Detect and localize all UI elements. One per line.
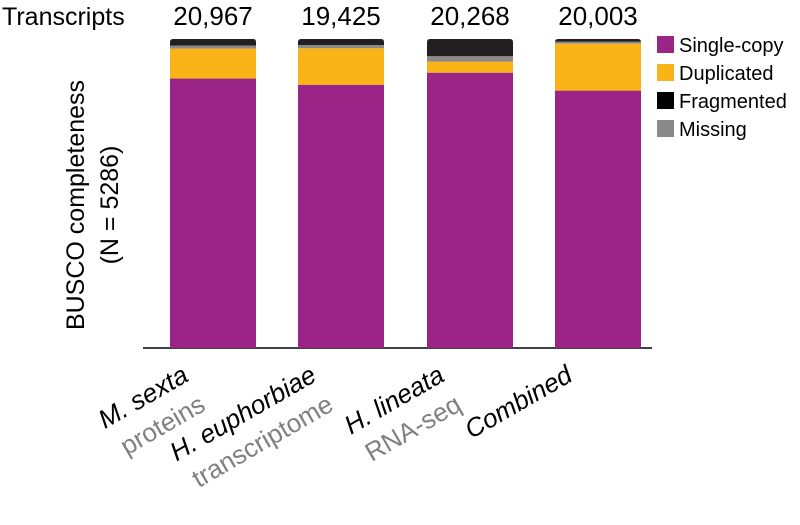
transcript-count-h-lineata: 20,268 [430, 1, 510, 31]
legend-swatch-duplicated [657, 64, 674, 81]
bar-fragmented-h-euphorbiae [298, 39, 384, 46]
legend-label-duplicated: Duplicated [679, 63, 774, 85]
bar-single-copy-h-euphorbiae [298, 84, 384, 349]
bar-duplicated-h-euphorbiae [298, 48, 384, 85]
bar-fragmented-combined [555, 39, 641, 42]
y-axis-label: BUSCO completeness (N = 5286) [62, 80, 124, 330]
legend-label-missing: Missing [679, 119, 747, 141]
bar-missing-m-sexta [170, 45, 256, 49]
legend-swatch-missing [657, 120, 674, 137]
bar-duplicated-m-sexta [170, 48, 256, 79]
bar-duplicated-h-lineata [427, 61, 513, 73]
x-tick-name: Combined [459, 358, 578, 444]
bar-duplicated-combined [555, 43, 641, 91]
legend-label-single-copy: Single-copy [679, 35, 784, 57]
legend-label-fragmented: Fragmented [679, 91, 787, 113]
transcripts-header: Transcripts [2, 3, 125, 31]
bar-missing-combined [555, 41, 641, 44]
bar-fragmented-m-sexta [170, 39, 256, 46]
bar-single-copy-combined [555, 90, 641, 348]
bar-missing-h-euphorbiae [298, 45, 384, 49]
transcript-count-h-euphorbiae: 19,425 [301, 1, 381, 31]
bar-single-copy-h-lineata [427, 72, 513, 348]
legend-swatch-fragmented [657, 92, 674, 109]
legend-swatch-single-copy [657, 36, 674, 53]
y-axis-label-line2: (N = 5286) [96, 146, 124, 265]
bar-missing-h-lineata [427, 56, 513, 62]
y-axis-label-line1: BUSCO completeness [62, 80, 90, 330]
transcript-count-combined: 20,003 [558, 1, 638, 31]
x-tick-label-combined: Combined [459, 358, 578, 444]
bar-fragmented-h-lineata [427, 39, 513, 57]
transcript-count-m-sexta: 20,967 [173, 1, 253, 31]
bar-single-copy-m-sexta [170, 78, 256, 348]
